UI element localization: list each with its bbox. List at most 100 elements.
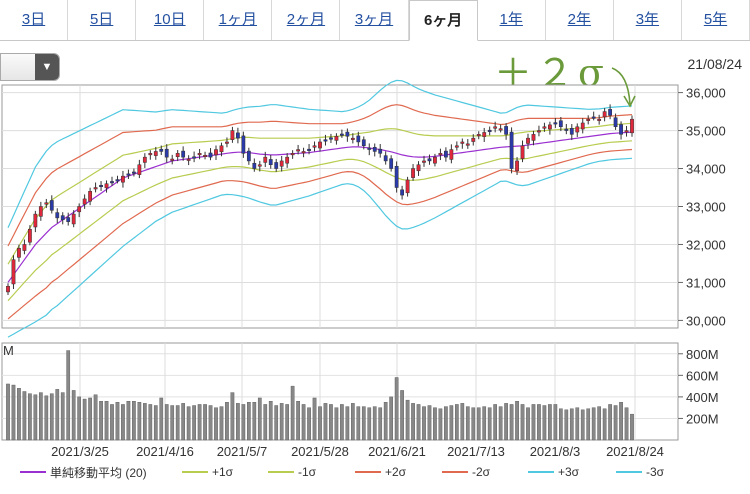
candle-body [203, 154, 207, 157]
candle-body [230, 130, 235, 140]
band-plus2-line [7, 104, 633, 247]
candle-body [126, 173, 131, 176]
volume-bar [252, 402, 257, 441]
x-tick-label: 2021/3/25 [51, 444, 109, 459]
candle-body [274, 162, 279, 169]
volume-bar [197, 404, 202, 441]
tab-2[interactable]: 10日 [136, 0, 205, 40]
volume-bar [77, 396, 82, 441]
tab-1[interactable]: 5日 [68, 0, 137, 40]
candle-body [498, 128, 503, 131]
candle-body [438, 153, 443, 156]
volume-bar [246, 402, 251, 441]
candle-body [307, 148, 311, 151]
candle-body [509, 131, 514, 169]
volume-bar [28, 393, 32, 441]
candle-body [471, 137, 476, 142]
volume-bar [126, 401, 131, 441]
tab-4[interactable]: 2ヶ月 [272, 0, 341, 40]
tab-7[interactable]: 1年 [478, 0, 546, 40]
volume-bar [438, 408, 443, 441]
volume-bar [11, 384, 16, 441]
candle-body [22, 244, 27, 251]
candle-body [613, 117, 618, 128]
volume-bar [613, 405, 618, 441]
legend-item: +1σ [182, 460, 233, 484]
volume-bar [537, 404, 541, 441]
triangle-down-icon[interactable]: ▼ [35, 54, 59, 80]
legend-swatch [20, 471, 46, 473]
candle-body [411, 168, 415, 178]
candle-body [619, 124, 623, 135]
volume-bar [383, 402, 388, 441]
candle-body [148, 153, 153, 156]
candle-body [591, 116, 596, 119]
candle-body [482, 132, 487, 137]
candle-body [170, 158, 175, 161]
candle-body [301, 151, 306, 154]
volume-bar [104, 401, 109, 441]
volume-bar [586, 408, 591, 441]
candle-body [93, 187, 98, 190]
volume-bar [602, 408, 607, 441]
volume-bar [60, 392, 65, 441]
candle-body [44, 202, 49, 205]
candle-body [383, 155, 388, 162]
tab-3[interactable]: 1ヶ月 [204, 0, 273, 40]
legend-item: -2σ [442, 460, 490, 484]
candle-body [356, 135, 361, 143]
volume-bar [39, 392, 43, 441]
candle-body [558, 120, 563, 128]
candle-body [372, 147, 377, 152]
x-tick-label: 2021/7/13 [447, 444, 505, 459]
candle-body [433, 156, 437, 164]
candle-body [181, 150, 186, 158]
volume-bar [230, 392, 235, 441]
tab-9[interactable]: 3年 [614, 0, 682, 40]
volume-bar [542, 405, 547, 441]
legend-swatch [182, 471, 208, 473]
volume-bar [263, 404, 268, 441]
legend-item: +3σ [528, 460, 579, 484]
price-tick-label: 33,000 [686, 200, 726, 215]
candle-body [542, 126, 547, 129]
volume-bar [630, 413, 634, 441]
candle-body [164, 148, 169, 158]
candle-body [504, 126, 508, 135]
legend-swatch [268, 471, 294, 473]
x-tick-label: 2021/4/16 [136, 444, 194, 459]
tab-5[interactable]: 3ヶ月 [340, 0, 409, 40]
legend-swatch [442, 471, 468, 473]
candle-body [263, 156, 268, 163]
volume-tick-label: 800M [686, 347, 719, 362]
volume-bar [498, 406, 503, 441]
volume-bar [422, 406, 426, 441]
candle-body [531, 134, 536, 141]
candle-body [28, 229, 32, 243]
candle-body [575, 126, 580, 133]
candle-body [82, 198, 87, 205]
x-tick-label: 2021/8/3 [530, 444, 581, 459]
tab-0[interactable]: 3日 [0, 0, 69, 40]
legend-label: -2σ [472, 465, 491, 479]
chart-type-select[interactable]: ▼ [0, 53, 60, 81]
volume-bar [580, 409, 585, 441]
volume-tick-label: 400M [686, 390, 719, 405]
legend-label: -1σ [298, 465, 317, 479]
candle-body [6, 285, 10, 293]
candle-body [66, 217, 71, 222]
volume-bar [312, 397, 317, 441]
volume-bar [71, 390, 76, 441]
tab-6[interactable]: 6ヶ月 [408, 0, 478, 41]
legend-swatch [528, 471, 554, 473]
candle-body [236, 132, 240, 139]
candle-body [602, 111, 607, 118]
candle-body [290, 153, 295, 156]
candle-body [246, 150, 251, 162]
candle-body [548, 124, 552, 130]
tab-8[interactable]: 2年 [546, 0, 614, 40]
candle-body [493, 126, 498, 129]
candle-body [454, 145, 459, 148]
volume-bar [33, 394, 38, 441]
volume-bar [553, 404, 558, 441]
